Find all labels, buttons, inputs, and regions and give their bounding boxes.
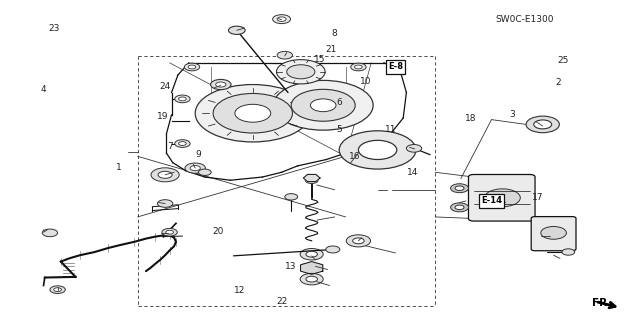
Circle shape — [162, 228, 177, 236]
Text: 18: 18 — [465, 114, 476, 122]
Circle shape — [526, 116, 559, 133]
Circle shape — [211, 79, 231, 90]
Circle shape — [228, 26, 245, 34]
Circle shape — [50, 286, 65, 293]
Circle shape — [355, 65, 362, 69]
Circle shape — [166, 230, 173, 234]
Text: E-14: E-14 — [481, 197, 502, 205]
Circle shape — [339, 131, 416, 169]
Circle shape — [455, 186, 464, 190]
Circle shape — [305, 177, 318, 183]
Text: 8: 8 — [332, 29, 337, 38]
Circle shape — [353, 238, 364, 244]
Circle shape — [158, 171, 172, 178]
Circle shape — [179, 142, 186, 145]
Circle shape — [562, 249, 575, 255]
Circle shape — [300, 273, 323, 285]
Circle shape — [287, 65, 315, 79]
Text: 20: 20 — [212, 227, 223, 236]
Circle shape — [541, 226, 566, 239]
Circle shape — [346, 235, 371, 247]
Circle shape — [42, 229, 58, 237]
Circle shape — [273, 15, 291, 24]
Circle shape — [195, 85, 310, 142]
Circle shape — [306, 251, 317, 257]
Text: 17: 17 — [532, 193, 543, 202]
Circle shape — [534, 120, 552, 129]
Circle shape — [451, 203, 468, 212]
Polygon shape — [303, 174, 320, 182]
Text: 15: 15 — [314, 55, 326, 63]
Text: 16: 16 — [349, 152, 361, 161]
Circle shape — [276, 60, 325, 84]
Circle shape — [198, 169, 211, 175]
Text: E-8: E-8 — [388, 63, 403, 71]
Circle shape — [235, 104, 271, 122]
Text: SW0C-E1300: SW0C-E1300 — [495, 15, 554, 24]
Text: FR.: FR. — [592, 298, 611, 308]
Text: 10: 10 — [360, 77, 372, 86]
Circle shape — [351, 63, 366, 71]
Text: 11: 11 — [385, 125, 396, 134]
Text: 7: 7 — [167, 142, 172, 151]
Circle shape — [306, 276, 317, 282]
Circle shape — [291, 89, 355, 121]
Text: 6: 6 — [337, 98, 342, 107]
Circle shape — [358, 140, 397, 160]
Text: 19: 19 — [157, 112, 169, 121]
Text: 5: 5 — [337, 125, 342, 134]
Circle shape — [310, 99, 336, 112]
Circle shape — [175, 95, 190, 103]
Circle shape — [151, 168, 179, 182]
Circle shape — [285, 194, 298, 200]
Circle shape — [188, 65, 196, 69]
Circle shape — [451, 184, 468, 193]
Text: 12: 12 — [234, 286, 246, 295]
Text: 14: 14 — [407, 168, 419, 177]
Text: 3: 3 — [509, 110, 515, 119]
Circle shape — [277, 51, 292, 59]
Polygon shape — [301, 262, 323, 274]
FancyBboxPatch shape — [468, 174, 535, 221]
Text: 2: 2 — [556, 78, 561, 87]
Text: 25: 25 — [557, 56, 569, 65]
Text: 23: 23 — [49, 24, 60, 33]
Circle shape — [190, 166, 200, 171]
Text: 22: 22 — [276, 297, 287, 306]
Circle shape — [185, 163, 205, 173]
Circle shape — [157, 200, 173, 207]
Circle shape — [406, 145, 422, 152]
Circle shape — [300, 249, 323, 260]
Text: 24: 24 — [159, 82, 171, 91]
Circle shape — [277, 17, 286, 21]
Circle shape — [213, 93, 292, 133]
Text: 13: 13 — [285, 262, 297, 271]
Circle shape — [54, 288, 61, 292]
Circle shape — [326, 246, 340, 253]
Text: 4: 4 — [41, 85, 46, 94]
Circle shape — [175, 140, 190, 147]
Circle shape — [179, 97, 186, 101]
Circle shape — [484, 189, 520, 207]
Text: 21: 21 — [326, 45, 337, 54]
Text: 1: 1 — [116, 163, 121, 172]
Circle shape — [455, 205, 464, 210]
Circle shape — [273, 80, 373, 130]
Circle shape — [184, 63, 200, 71]
Text: 9: 9 — [196, 150, 201, 159]
FancyBboxPatch shape — [531, 217, 576, 251]
Circle shape — [216, 82, 226, 87]
